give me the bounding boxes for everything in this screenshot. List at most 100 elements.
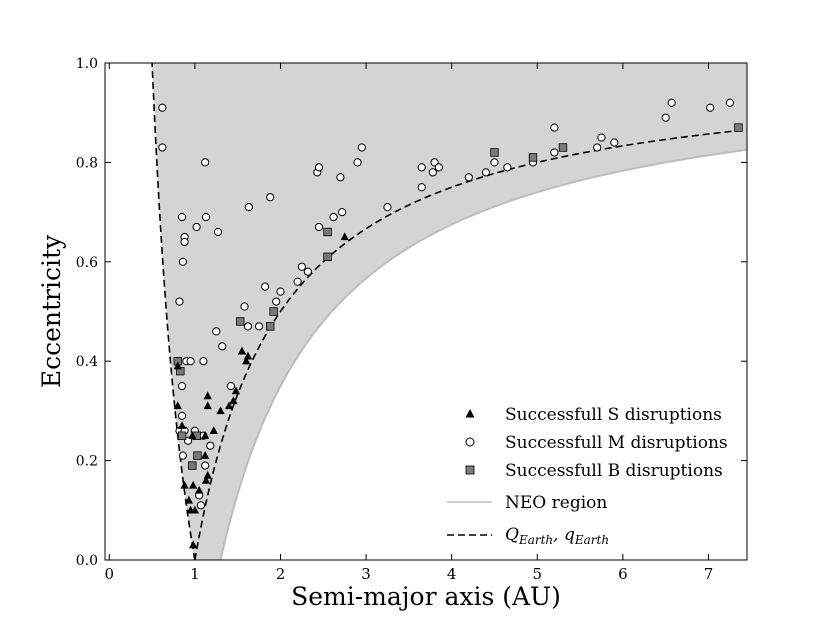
point-m [550, 148, 559, 157]
point-m [254, 322, 264, 331]
point-m [276, 287, 285, 296]
legend-b-label: Successfull B disruptions [505, 461, 723, 481]
legend-q-subscript-2: Earth [574, 533, 609, 547]
point-m [314, 163, 324, 172]
point-m [206, 441, 215, 450]
point-m [593, 143, 602, 152]
point-b [323, 252, 332, 262]
q-earth-curve-left [151, 63, 196, 560]
point-s [184, 495, 194, 504]
point-b [323, 227, 332, 237]
point-m [158, 143, 167, 152]
point-m [272, 297, 281, 306]
point-m [201, 158, 210, 167]
point-m [218, 342, 227, 351]
x-tick-label: 7 [704, 565, 714, 583]
x-tick-label: 5 [533, 565, 543, 583]
point-m [353, 158, 362, 167]
point-b [528, 153, 538, 162]
point-m [706, 103, 715, 112]
point-m [610, 138, 619, 147]
legend-s-label: Successfull S disruptions [505, 405, 722, 425]
legend-q-label: QEarth, qEarth [505, 525, 609, 547]
legend-q-symbol: Q [505, 525, 519, 545]
point-m [201, 212, 211, 222]
point-s [224, 401, 234, 410]
point-m [434, 163, 443, 172]
point-m [550, 123, 559, 132]
point-s [243, 351, 253, 360]
point-m [303, 267, 312, 276]
x-tick-label: 2 [276, 565, 286, 583]
point-s [229, 396, 238, 405]
point-m [417, 163, 426, 172]
point-m [177, 212, 187, 222]
y-tick-label: 0.2 [76, 454, 98, 470]
point-m [260, 282, 270, 291]
x-tick-label: 6 [618, 565, 628, 583]
axis-ticks: 0 1 2 3 4 5 6 7 0.0 0.2 0.4 0.6 0.8 1.0 [76, 56, 747, 583]
y-tick-label: 0.6 [76, 255, 98, 271]
point-m [357, 143, 366, 152]
point-m [503, 163, 512, 172]
point-s [203, 470, 212, 479]
point-m [667, 98, 676, 107]
point-s [195, 485, 204, 494]
point-b [188, 461, 197, 470]
point-m [725, 98, 734, 107]
point-m [213, 227, 223, 237]
legend-m-marker [465, 437, 475, 447]
point-m [428, 168, 437, 177]
point-m [338, 208, 347, 217]
point-m [383, 203, 392, 212]
plot-frame [104, 62, 748, 561]
point-m [226, 381, 235, 391]
legend-m-label: Successfull M disruptions [505, 433, 728, 453]
point-m [481, 168, 491, 177]
point-b [734, 123, 743, 132]
point-s [237, 346, 247, 355]
point-m [464, 173, 473, 182]
point-m [240, 302, 249, 311]
point-s [340, 232, 349, 241]
data-points [158, 98, 743, 549]
point-m [490, 158, 499, 167]
point-s [177, 421, 187, 430]
point-s [189, 480, 198, 489]
point-m [314, 222, 324, 232]
point-m [178, 451, 187, 460]
point-b [236, 317, 245, 326]
point-m [329, 212, 338, 222]
point-m [244, 203, 253, 212]
point-m [196, 501, 205, 510]
point-m [243, 322, 253, 331]
point-m [175, 297, 184, 306]
y-tick-label: 1.0 [76, 56, 98, 72]
x-tick-label: 1 [190, 565, 200, 583]
legend-neo-label: NEO region [505, 493, 607, 513]
x-tick-label: 4 [447, 565, 457, 583]
y-tick-label: 0.0 [76, 553, 98, 569]
point-m [186, 357, 195, 366]
point-s [188, 431, 197, 439]
point-s [242, 356, 251, 365]
point-m [180, 237, 189, 247]
point-m [336, 173, 345, 182]
point-b [193, 451, 202, 460]
neo-region-fill [152, 63, 747, 560]
point-m [192, 222, 201, 232]
legend-q-subscript: Earth [518, 533, 553, 547]
point-m [199, 357, 208, 366]
y-tick-label: 0.4 [76, 354, 98, 370]
x-tick-label: 3 [361, 565, 371, 583]
point-m [178, 257, 187, 266]
point-m [212, 327, 221, 336]
point-m [297, 262, 306, 271]
point-m [201, 461, 210, 470]
point-m [661, 113, 670, 122]
point-s [180, 480, 189, 489]
y-tick-label: 0.8 [76, 155, 98, 171]
point-s [209, 426, 218, 434]
point-s [203, 401, 212, 410]
point-s [173, 361, 182, 370]
